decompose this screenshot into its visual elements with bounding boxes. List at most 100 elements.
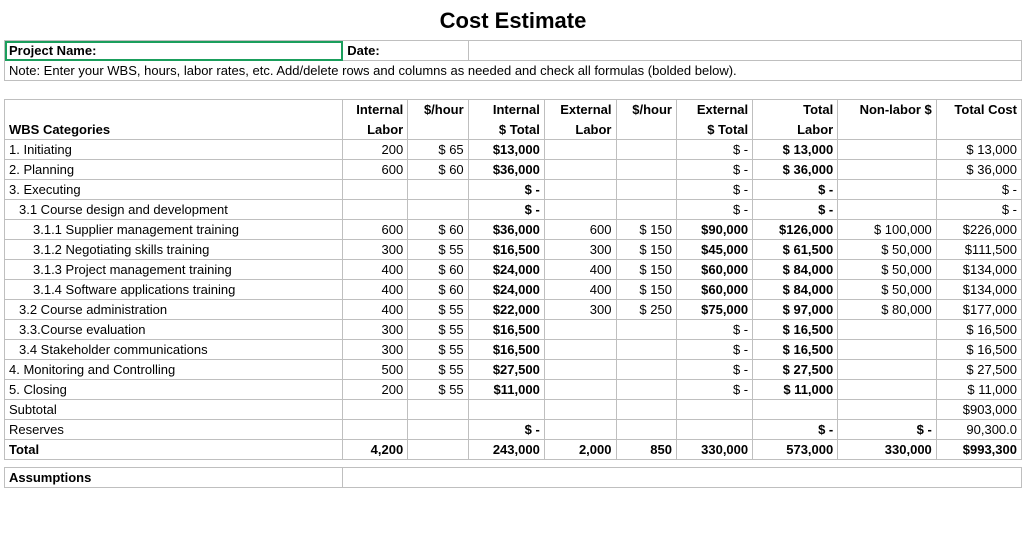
cell[interactable]: $ - [676,180,752,200]
cell[interactable]: $ 11,000 [753,380,838,400]
cell[interactable]: $ - [676,360,752,380]
empty-cell[interactable] [468,41,1021,61]
cell[interactable]: $ 150 [616,280,676,300]
reserves-tc[interactable]: 90,300.0 [936,420,1021,440]
cell[interactable]: $60,000 [676,280,752,300]
cell[interactable]: $126,000 [753,220,838,240]
total-it[interactable]: 243,000 [468,440,544,460]
cell[interactable]: $134,000 [936,260,1021,280]
cell[interactable]: $134,000 [936,280,1021,300]
hdr-et-top[interactable]: External [676,100,752,120]
table-row[interactable]: 3.1.2 Negotiating skills training300$ 55… [5,240,1022,260]
cell[interactable]: 200 [343,140,408,160]
cell[interactable]: $ 80,000 [838,300,937,320]
cell[interactable] [838,340,937,360]
cell[interactable]: $ - [676,140,752,160]
cell[interactable]: 3.2 Course administration [5,300,343,320]
cell[interactable]: $24,000 [468,260,544,280]
cell[interactable]: 3.1.2 Negotiating skills training [5,240,343,260]
cell[interactable]: $ 60 [408,220,468,240]
reserves-nl[interactable]: $ - [838,420,937,440]
cell[interactable] [838,380,937,400]
total-tc[interactable]: $993,300 [936,440,1021,460]
table-row[interactable]: 3.4 Stakeholder communications300$ 55$16… [5,340,1022,360]
cell[interactable] [616,180,676,200]
cell[interactable] [616,320,676,340]
hdr-el-bot[interactable]: Labor [544,120,616,140]
cell[interactable]: $ 50,000 [838,280,937,300]
cell[interactable]: $ 16,500 [936,320,1021,340]
date-label[interactable]: Date: [343,41,468,61]
cell[interactable]: $ 55 [408,240,468,260]
cell[interactable]: $36,000 [468,220,544,240]
cell[interactable]: $ - [676,160,752,180]
cell[interactable]: 3.1.4 Software applications training [5,280,343,300]
cell[interactable]: $45,000 [676,240,752,260]
table-row[interactable]: 5. Closing200$ 55$11,000$ -$ 11,000$ 11,… [5,380,1022,400]
cell[interactable] [544,320,616,340]
cell[interactable]: $75,000 [676,300,752,320]
table-row[interactable]: 4. Monitoring and Controlling500$ 55$27,… [5,360,1022,380]
cell[interactable]: $11,000 [468,380,544,400]
cell[interactable]: $ 65 [408,140,468,160]
cell[interactable]: $ 84,000 [753,280,838,300]
cell[interactable]: $24,000 [468,280,544,300]
cell[interactable]: $13,000 [468,140,544,160]
hdr-el-top[interactable]: External [544,100,616,120]
cell[interactable] [544,340,616,360]
cell[interactable] [838,320,937,340]
table-row[interactable]: 3. Executing$ -$ -$ -$ - [5,180,1022,200]
cell[interactable]: 1. Initiating [5,140,343,160]
table-row[interactable]: 3.1.4 Software applications training400$… [5,280,1022,300]
cell[interactable]: $ 50,000 [838,240,937,260]
cell[interactable] [838,140,937,160]
subtotal-row[interactable]: Subtotal $903,000 [5,400,1022,420]
cell[interactable]: 300 [343,320,408,340]
cell[interactable]: $ 36,000 [936,160,1021,180]
cell[interactable]: $27,500 [468,360,544,380]
cell[interactable]: $ - [676,200,752,220]
cell[interactable]: $226,000 [936,220,1021,240]
cell[interactable]: $177,000 [936,300,1021,320]
total-nl[interactable]: 330,000 [838,440,937,460]
cell[interactable]: $ 61,500 [753,240,838,260]
hdr-wbs[interactable]: WBS Categories [5,120,343,140]
hdr-tc-bot[interactable] [936,120,1021,140]
cell[interactable]: 400 [343,300,408,320]
cell[interactable]: $ - [753,200,838,220]
cell[interactable]: $ - [676,320,752,340]
cell[interactable]: $ 55 [408,300,468,320]
cell[interactable]: $ 16,500 [753,320,838,340]
cell[interactable] [616,140,676,160]
cell[interactable]: 3.1.1 Supplier management training [5,220,343,240]
cell[interactable] [408,200,468,220]
cell[interactable]: $ - [936,180,1021,200]
table-row[interactable]: 2. Planning600$ 60$36,000$ -$ 36,000$ 36… [5,160,1022,180]
cell[interactable]: 400 [544,260,616,280]
hdr-tl-bot[interactable]: Labor [753,120,838,140]
cell[interactable] [838,360,937,380]
total-tl[interactable]: 573,000 [753,440,838,460]
cell[interactable] [616,380,676,400]
subtotal-label[interactable]: Subtotal [5,400,343,420]
cell[interactable]: 300 [544,240,616,260]
cell[interactable]: 300 [343,240,408,260]
cell[interactable] [544,200,616,220]
cell[interactable]: $ 250 [616,300,676,320]
table-row[interactable]: 3.2 Course administration400$ 55$22,0003… [5,300,1022,320]
cell[interactable]: 600 [343,160,408,180]
cell[interactable]: $ - [468,200,544,220]
cell[interactable]: $16,500 [468,240,544,260]
cell[interactable] [838,200,937,220]
cell[interactable] [838,160,937,180]
cell[interactable]: 500 [343,360,408,380]
total-er[interactable]: 850 [616,440,676,460]
cell[interactable]: $ 13,000 [753,140,838,160]
cell[interactable]: $16,500 [468,340,544,360]
cell[interactable]: $ - [753,180,838,200]
cell[interactable]: $36,000 [468,160,544,180]
cell[interactable]: $ - [468,180,544,200]
cell[interactable]: $ 60 [408,260,468,280]
cell[interactable]: 200 [343,380,408,400]
cell[interactable]: $ 11,000 [936,380,1021,400]
